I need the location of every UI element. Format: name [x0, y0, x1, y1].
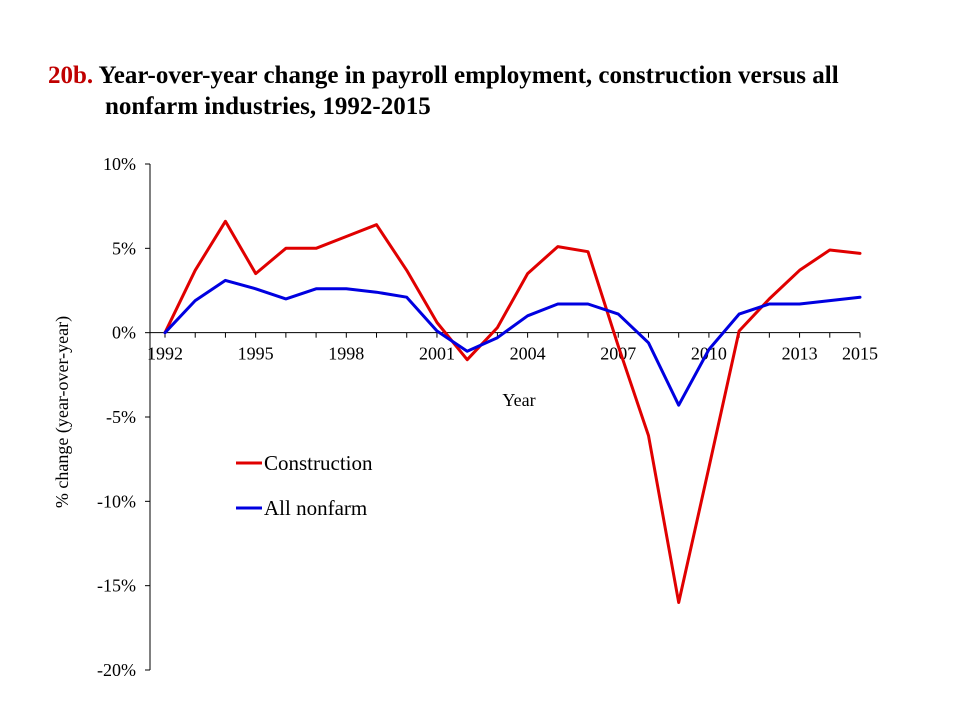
x-tick-label: 2004 — [510, 344, 546, 364]
series-group — [163, 219, 862, 604]
x-tick-label: 1995 — [238, 344, 274, 364]
axes: 10% 5% 0% -5% -10% -15% -20% 1992 1995 1998 2001 20… — [52, 154, 878, 680]
series-line-all-nonfarm — [163, 278, 862, 407]
chart-title: 20b. Year-over-year change in payroll em… — [48, 60, 928, 122]
y-tick-label: -20% — [97, 660, 136, 680]
y-axis-title: % change (year-over-year) — [52, 316, 73, 508]
y-tick-label: 5% — [112, 238, 136, 258]
legend: Construction All nonfarm — [236, 451, 373, 520]
y-tick-label: 10% — [103, 154, 136, 174]
y-tick-label: -5% — [106, 407, 136, 427]
x-tick-label: 2010 — [691, 344, 727, 364]
y-tick-label: -15% — [97, 576, 136, 596]
y-tick-label: -10% — [97, 491, 136, 511]
x-tick-label: 2013 — [782, 344, 818, 364]
x-tick-label: 2015 — [842, 344, 878, 364]
x-tick-label: 2007 — [600, 344, 636, 364]
title-line-2: nonfarm industries, 1992-2015 — [105, 93, 431, 120]
series-line-construction — [163, 219, 862, 604]
legend-label: All nonfarm — [264, 496, 367, 520]
x-tick-label: 2001 — [419, 344, 455, 364]
title-number: 20b. — [48, 62, 94, 89]
legend-label: Construction — [264, 451, 373, 475]
x-tick-label: 1992 — [147, 344, 183, 364]
x-axis-title: Year — [502, 390, 535, 410]
x-tick-label: 1998 — [328, 344, 364, 364]
title-line-1: Year-over-year change in payroll employm… — [98, 62, 839, 89]
y-tick-label: 0% — [112, 323, 136, 343]
